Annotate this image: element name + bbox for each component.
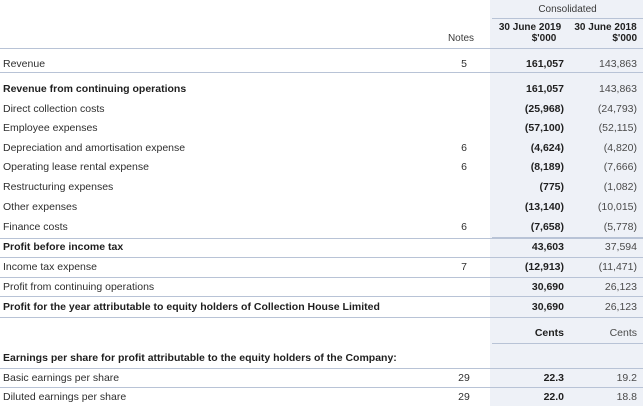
eps-note: 29 (458, 391, 470, 403)
eps-heading-row: Earnings per share for profit attributab… (0, 349, 643, 368)
notes-header: Notes (447, 33, 475, 44)
table-row: Profit for the year attributable to equi… (0, 298, 643, 317)
table-row: Operating lease rental expense 6 (8,189) (7… (0, 158, 643, 177)
eps-2019: 22.3 (543, 372, 564, 384)
eps-2018: 18.8 (616, 391, 637, 403)
col-2018-date: 30 June 2018 (574, 22, 637, 33)
row-note (440, 238, 488, 257)
row-divider (0, 277, 643, 278)
row-note: 6 (461, 161, 467, 173)
table-row: Profit from continuing operations 30,690 2… (0, 278, 643, 297)
row-label: Profit from continuing operations (3, 281, 155, 293)
table-row: Finance costs 6 (7,658) (5,778) (0, 218, 643, 237)
row-label: Profit before income tax (3, 241, 124, 253)
table-row: Other expenses (13,140) (10,015) (0, 198, 643, 217)
cents-2019: Cents (534, 327, 564, 339)
table-row: Employee expenses (57,100) (52,115) (0, 119, 643, 138)
cents-underline (492, 343, 643, 344)
row-divider (0, 238, 643, 239)
value-2019: (25,968) (524, 103, 564, 115)
table-row: Restructuring expenses (775) (1,082) (0, 178, 643, 197)
row-label: Depreciation and amortisation expense (3, 142, 186, 154)
row-divider (0, 317, 643, 318)
value-2018: (4,820) (603, 142, 637, 154)
table-row: Profit before income tax 43,603 37,594 (0, 238, 643, 257)
current-year-column-band (490, 0, 643, 406)
table-row: Revenue 5 161,057 143,863 (0, 55, 643, 74)
value-2018: (24,793) (597, 103, 637, 115)
value-2018: 26,123 (604, 301, 637, 313)
row-label: Direct collection costs (3, 103, 105, 115)
header-divider (0, 48, 643, 49)
value-2019: (7,658) (530, 221, 564, 233)
value-2019: (775) (539, 181, 564, 193)
consolidated-heading: Consolidated (538, 4, 597, 15)
eps-label: Basic earnings per share (3, 372, 120, 384)
eps-2018: 19.2 (616, 372, 637, 384)
eps-note: 29 (458, 372, 470, 384)
row-note (440, 178, 488, 197)
units-row: Cents Cents (0, 324, 643, 343)
eps-2019: 22.0 (543, 391, 564, 403)
value-2019: 43,603 (531, 241, 564, 253)
row-label: Restructuring expenses (3, 181, 114, 193)
value-2019: (57,100) (524, 122, 564, 134)
row-note (440, 119, 488, 138)
row-note (440, 80, 488, 99)
row-note: 7 (461, 261, 467, 273)
row-label: Income tax expense (3, 261, 97, 273)
value-2019: (4,624) (530, 142, 564, 154)
eps-row: Basic earnings per share 29 22.3 19.2 (0, 369, 643, 388)
value-2018: 143,863 (599, 83, 637, 95)
row-note: 6 (461, 142, 467, 154)
row-label: Employee expenses (3, 122, 98, 134)
col-2019-date: 30 June 2019 (498, 22, 562, 33)
col-2018-unit: $'000 (612, 33, 637, 44)
consolidated-underline (492, 18, 643, 19)
value-2019: 30,690 (531, 281, 564, 293)
row-divider (0, 296, 643, 297)
table-row: Depreciation and amortisation expense 6 (4… (0, 139, 643, 158)
row-divider (0, 257, 643, 258)
row-divider (0, 387, 643, 388)
value-2019: 161,057 (526, 83, 564, 95)
row-divider (0, 368, 643, 369)
value-2019: 30,690 (531, 301, 564, 313)
row-note (440, 278, 488, 297)
value-2018: 37,594 (604, 241, 637, 253)
row-divider (0, 72, 643, 73)
row-label: Other expenses (3, 201, 78, 213)
row-note: 5 (461, 58, 467, 70)
value-2019: 161,057 (526, 58, 564, 70)
value-2018: 143,863 (599, 58, 637, 70)
value-2018: (7,666) (603, 161, 637, 173)
value-2019: (13,140) (524, 201, 564, 213)
eps-heading: Earnings per share for profit attributab… (3, 352, 397, 364)
row-label: Profit for the year attributable to equi… (3, 301, 380, 313)
table-row: Direct collection costs (25,968) (24,793) (0, 100, 643, 119)
row-label: Operating lease rental expense (3, 161, 149, 173)
table-row: Revenue from continuing operations 161,05… (0, 80, 643, 99)
row-label: Revenue from continuing operations (3, 83, 187, 95)
cents-2018: Cents (609, 327, 637, 339)
value-2019: (8,189) (530, 161, 564, 173)
value-2019: (12,913) (524, 261, 564, 273)
table-row: Income tax expense 7 (12,913) (11,471) (0, 258, 643, 277)
row-label: Revenue (3, 58, 46, 70)
eps-label: Diluted earnings per share (3, 391, 127, 403)
value-2018: (52,115) (598, 122, 637, 134)
value-2018: (10,015) (597, 201, 637, 213)
value-2018: (11,471) (598, 261, 637, 273)
row-note (440, 198, 488, 217)
row-note: 6 (461, 221, 467, 233)
row-note (440, 298, 488, 317)
value-2018: 26,123 (604, 281, 637, 293)
eps-row: Diluted earnings per share 29 22.0 18.8 (0, 388, 643, 407)
col-2019-unit: $'000 (531, 33, 557, 44)
value-2018: (1,082) (603, 181, 637, 193)
value-2018: (5,778) (603, 221, 637, 233)
row-label: Finance costs (3, 221, 68, 233)
row-note (440, 100, 488, 119)
subtotal-rule (492, 237, 643, 238)
